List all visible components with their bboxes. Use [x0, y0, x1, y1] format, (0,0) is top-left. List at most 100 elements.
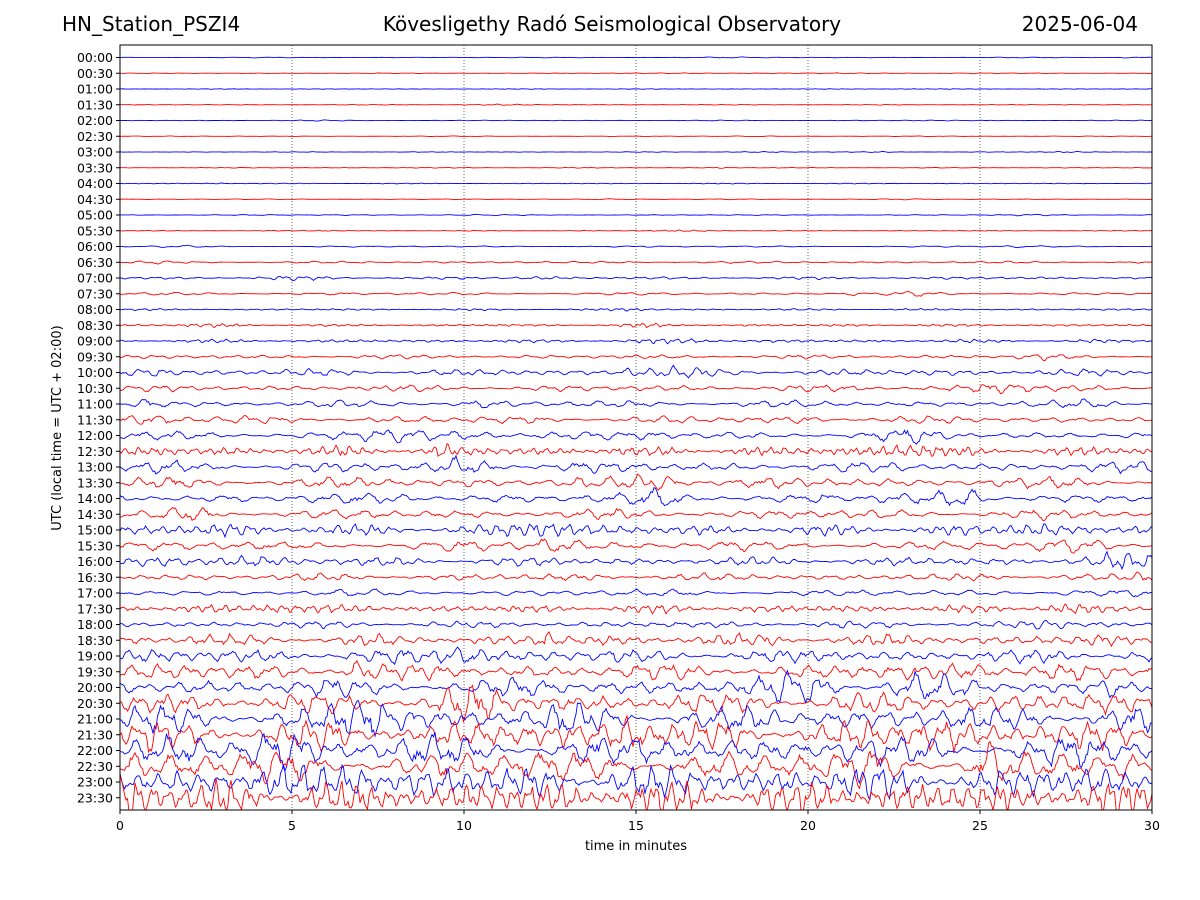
y-tick-label: 10:30 [77, 381, 113, 396]
y-tick-label: 20:30 [77, 696, 113, 711]
y-axis-label: UTC (local time = UTC + 02:00) [50, 325, 65, 530]
y-tick-label: 00:30 [77, 66, 113, 81]
trace-row-2300 [120, 764, 1152, 801]
trace-row-0830 [120, 322, 1152, 329]
trace-row-0800 [120, 307, 1152, 312]
y-tick-label: 15:30 [77, 538, 113, 553]
y-tick-label: 01:30 [77, 97, 113, 112]
y-tick-label: 12:00 [77, 428, 113, 443]
y-tick-label: 08:00 [77, 302, 113, 317]
trace-row-0900 [120, 337, 1152, 345]
trace-row-1730 [120, 603, 1152, 615]
y-tick-label: 21:00 [77, 712, 113, 727]
y-tick-label: 07:00 [77, 271, 113, 286]
trace-row-1400 [120, 486, 1152, 507]
trace-row-0200 [120, 119, 1152, 122]
trace-row-0130 [120, 103, 1152, 106]
trace-row-1900 [120, 646, 1152, 666]
trace-row-1300 [120, 454, 1152, 475]
x-axis-label: time in minutes [585, 839, 687, 854]
y-tick-label: 16:00 [77, 554, 113, 569]
y-tick-label: 17:00 [77, 586, 113, 601]
y-tick-label: 11:00 [77, 397, 113, 412]
y-tick-label: 19:30 [77, 664, 113, 679]
y-tick-label: 13:30 [77, 475, 113, 490]
y-tick-label: 18:30 [77, 633, 113, 648]
trace-row-0400 [120, 182, 1152, 185]
y-tick-label: 04:30 [77, 192, 113, 207]
trace-row-1630 [120, 571, 1152, 582]
x-tick-label: 5 [288, 818, 296, 833]
chart-title: Kövesligethy Radó Seismological Observat… [382, 12, 842, 36]
y-tick-label: 02:30 [77, 129, 113, 144]
trace-row-1500 [120, 523, 1152, 539]
trace-row-2230 [120, 740, 1152, 790]
y-tick-label: 03:30 [77, 160, 113, 175]
y-tick-label: 08:30 [77, 318, 113, 333]
y-tick-label: 20:00 [77, 680, 113, 695]
y-tick-label: 06:00 [77, 239, 113, 254]
y-tick-label: 01:00 [77, 82, 113, 97]
x-tick-label: 30 [1144, 818, 1160, 833]
y-tick-label: 12:30 [77, 444, 113, 459]
trace-row-0600 [120, 244, 1152, 249]
trace-row-0330 [120, 166, 1152, 169]
x-tick-label: 10 [456, 818, 472, 833]
trace-row-1530 [120, 538, 1152, 554]
y-tick-label: 18:00 [77, 617, 113, 632]
trace-row-0930 [120, 354, 1152, 362]
trace-row-0730 [120, 291, 1152, 297]
trace-row-1200 [120, 429, 1152, 445]
trace-row-2130 [120, 714, 1152, 754]
trace-row-0630 [120, 260, 1152, 265]
x-tick-label: 20 [800, 818, 816, 833]
y-tick-label: 11:30 [77, 412, 113, 427]
y-tick-label: 09:00 [77, 334, 113, 349]
y-tick-label: 23:30 [77, 790, 113, 805]
y-tick-label: 07:30 [77, 286, 113, 301]
trace-row-1100 [120, 398, 1152, 409]
y-tick-label: 16:30 [77, 570, 113, 585]
trace-row-2200 [120, 732, 1152, 773]
y-tick-label: 22:00 [77, 743, 113, 758]
trace-row-1030 [120, 383, 1152, 395]
trace-row-0230 [120, 135, 1152, 138]
y-tick-label: 02:00 [77, 113, 113, 128]
y-tick-label: 14:00 [77, 491, 113, 506]
y-tick-label: 05:30 [77, 223, 113, 238]
trace-row-2000 [120, 669, 1152, 705]
trace-row-1330 [120, 473, 1152, 491]
trace-row-2100 [120, 700, 1152, 738]
y-tick-label: 09:30 [77, 349, 113, 364]
y-tick-label: 13:00 [77, 460, 113, 475]
y-tick-label: 00:00 [77, 50, 113, 65]
y-tick-label: 06:30 [77, 255, 113, 270]
y-tick-label: 21:30 [77, 727, 113, 742]
trace-row-1800 [120, 619, 1152, 630]
trace-row-0530 [120, 229, 1152, 232]
y-tick-label: 10:00 [77, 365, 113, 380]
trace-row-2330 [120, 774, 1152, 810]
y-tick-label: 03:00 [77, 145, 113, 160]
x-tick-label: 0 [116, 818, 124, 833]
trace-row-1430 [120, 506, 1152, 522]
trace-row-1230 [120, 442, 1152, 457]
y-tick-label: 19:00 [77, 649, 113, 664]
seismic-traces [120, 56, 1152, 810]
trace-row-1830 [120, 630, 1152, 648]
trace-row-0700 [120, 276, 1152, 282]
y-tick-label: 15:00 [77, 523, 113, 538]
trace-row-1930 [120, 660, 1152, 682]
y-tick-label: 04:00 [77, 176, 113, 191]
y-tick-label: 22:30 [77, 759, 113, 774]
trace-row-1130 [120, 414, 1152, 425]
x-tick-label: 25 [972, 818, 988, 833]
trace-row-0300 [120, 150, 1152, 153]
trace-row-1600 [120, 550, 1152, 571]
y-tick-label: 17:30 [77, 601, 113, 616]
trace-row-0000 [120, 56, 1152, 59]
station-name: HN_Station_PSZI4 [62, 12, 241, 36]
trace-row-1000 [120, 364, 1152, 379]
trace-row-1700 [120, 588, 1152, 598]
